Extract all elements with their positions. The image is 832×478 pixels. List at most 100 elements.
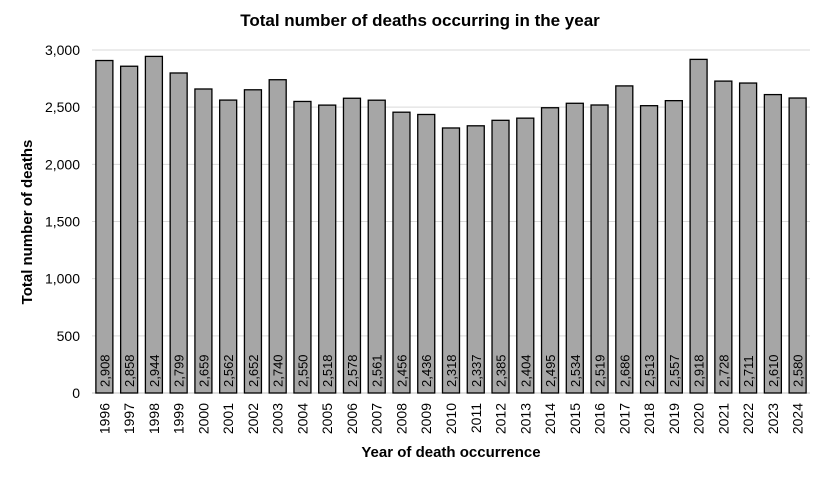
x-tick-label: 2011 xyxy=(468,403,484,433)
data-label: 2,318 xyxy=(444,354,459,387)
x-tick-label: 2010 xyxy=(443,403,459,434)
bar xyxy=(466,125,485,394)
x-tick-label: 2008 xyxy=(393,403,409,434)
x-tick-label: 1997 xyxy=(121,403,137,434)
y-tick-label: 2,500 xyxy=(45,99,80,115)
x-tick-label: 2017 xyxy=(616,403,632,434)
data-label: 2,659 xyxy=(196,354,211,387)
bar xyxy=(342,97,362,394)
data-label: 2,740 xyxy=(271,354,286,387)
x-tick-label: 2024 xyxy=(790,403,806,434)
x-tick-label: 2018 xyxy=(641,403,657,434)
x-tick-label: 2006 xyxy=(344,403,360,434)
bar xyxy=(615,85,634,394)
bar xyxy=(144,55,164,394)
data-label: 2,799 xyxy=(172,354,187,387)
data-label: 2,495 xyxy=(543,354,558,387)
bar xyxy=(590,104,609,394)
x-tick-label: 2016 xyxy=(592,403,608,434)
y-tick-label: 0 xyxy=(72,385,80,401)
chart-title: Total number of deaths occurring in the … xyxy=(240,11,600,30)
bar xyxy=(219,99,238,394)
x-tick-label: 2002 xyxy=(245,403,261,434)
x-tick-label: 2012 xyxy=(493,403,509,434)
data-label: 2,456 xyxy=(394,354,409,387)
bar xyxy=(194,88,213,394)
data-label: 2,728 xyxy=(716,354,731,387)
bar xyxy=(540,107,560,394)
bar xyxy=(491,119,510,394)
bar xyxy=(763,93,783,394)
data-label: 2,518 xyxy=(320,354,335,387)
data-label: 2,652 xyxy=(246,354,261,387)
bar xyxy=(367,99,386,394)
bar xyxy=(689,58,708,394)
data-label: 2,908 xyxy=(97,354,112,387)
data-label: 2,557 xyxy=(667,354,682,387)
bar xyxy=(169,72,188,394)
y-tick-label: 3,000 xyxy=(45,42,80,58)
x-axis-ticks: 1996 1997 1998 1999 2000 2001 2002 2003 2004 2005… xyxy=(96,403,805,434)
x-tick-label: 2020 xyxy=(691,403,707,434)
bar xyxy=(565,102,584,394)
bar xyxy=(788,97,807,394)
bar xyxy=(516,117,535,394)
data-label: 2,578 xyxy=(345,354,360,387)
x-tick-label: 1996 xyxy=(96,403,112,434)
x-tick-label: 2003 xyxy=(270,403,286,434)
y-tick-label: 1,000 xyxy=(45,271,80,287)
data-label: 2,534 xyxy=(568,354,583,387)
data-label: 2,686 xyxy=(617,354,632,387)
data-label: 2,918 xyxy=(692,354,707,387)
data-label: 2,550 xyxy=(295,354,310,387)
x-tick-label: 1998 xyxy=(146,403,162,434)
y-tick-label: 2,000 xyxy=(45,156,80,172)
data-label: 2,562 xyxy=(221,354,236,387)
y-tick-label: 500 xyxy=(57,328,81,344)
bar xyxy=(441,127,461,394)
bar xyxy=(318,104,337,394)
data-label: 2,404 xyxy=(518,354,533,387)
bar xyxy=(664,99,683,394)
x-tick-label: 2001 xyxy=(220,403,236,434)
bar xyxy=(119,65,139,394)
data-label: 2,610 xyxy=(766,354,781,387)
bars: 2,908 2,858 2,944 2,799 2,659 2,562 2,652 2,740… xyxy=(95,55,807,394)
data-label: 2,337 xyxy=(469,354,484,387)
y-tick-label: 1,500 xyxy=(45,214,80,230)
y-axis-title: Total number of deaths xyxy=(19,140,36,305)
data-label: 2,561 xyxy=(370,354,385,387)
x-tick-label: 2019 xyxy=(666,403,682,434)
bar xyxy=(268,79,287,394)
x-axis-title: Year of death occurrence xyxy=(361,444,540,461)
data-label: 2,519 xyxy=(593,354,608,387)
x-tick-label: 2023 xyxy=(765,403,781,434)
x-tick-label: 2013 xyxy=(517,403,533,434)
bar xyxy=(714,80,733,394)
data-label: 2,385 xyxy=(494,354,509,387)
x-tick-label: 2015 xyxy=(567,403,583,434)
bar xyxy=(95,59,114,394)
data-label: 2,711 xyxy=(741,355,756,387)
bar xyxy=(243,89,263,394)
x-tick-label: 2000 xyxy=(195,403,211,434)
bar xyxy=(392,111,411,394)
x-tick-label: 2004 xyxy=(294,403,310,434)
bar xyxy=(293,100,312,394)
x-tick-label: 2005 xyxy=(319,403,335,434)
x-tick-label: 2014 xyxy=(542,403,558,434)
x-tick-label: 2021 xyxy=(715,403,731,434)
x-tick-label: 1999 xyxy=(171,403,187,434)
bar xyxy=(639,105,659,394)
y-axis-ticks: 0 500 1,000 1,500 2,000 2,500 3,000 xyxy=(45,42,80,401)
data-label: 2,580 xyxy=(791,354,806,387)
x-tick-label: 2007 xyxy=(369,403,385,434)
data-label: 2,858 xyxy=(122,354,137,387)
x-tick-label: 2009 xyxy=(418,403,434,434)
x-tick-label: 2022 xyxy=(740,403,756,434)
bar xyxy=(417,113,436,394)
data-label: 2,436 xyxy=(419,354,434,387)
data-label: 2,513 xyxy=(642,354,657,387)
data-label: 2,944 xyxy=(147,354,162,387)
